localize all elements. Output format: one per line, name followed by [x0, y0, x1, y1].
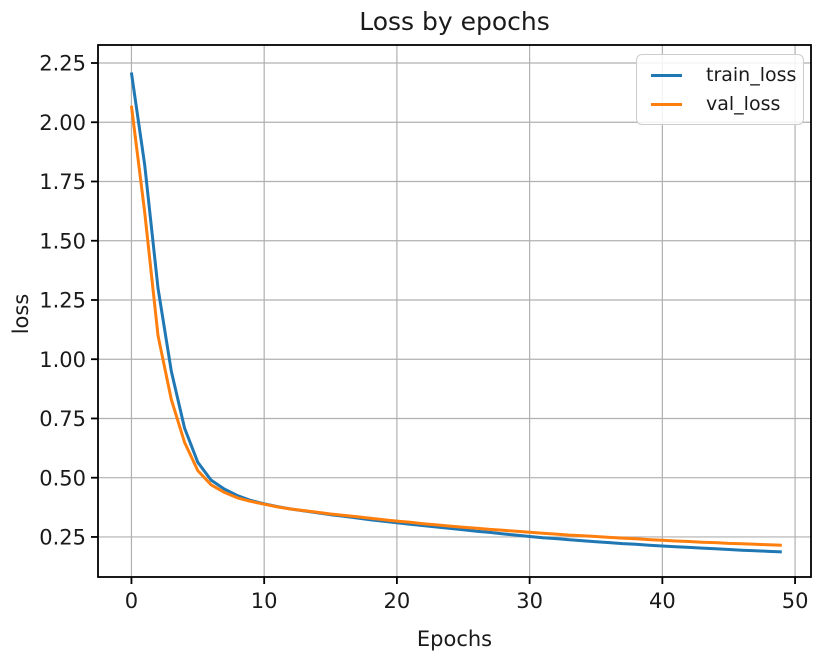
- legend: train_loss val_loss: [636, 54, 804, 125]
- svg-text:2.00: 2.00: [39, 111, 86, 135]
- svg-text:0.75: 0.75: [39, 407, 86, 431]
- chart-title: Loss by epochs: [359, 7, 550, 36]
- train-loss-line-swatch: [651, 73, 682, 77]
- legend-item-val-loss: val_loss: [651, 93, 789, 115]
- svg-text:0: 0: [125, 589, 138, 613]
- legend-label-val-loss: val_loss: [706, 93, 781, 115]
- svg-text:1.75: 1.75: [39, 170, 86, 194]
- svg-text:30: 30: [516, 589, 543, 613]
- svg-text:50: 50: [782, 589, 809, 613]
- svg-text:0.25: 0.25: [39, 526, 86, 550]
- svg-text:40: 40: [649, 589, 676, 613]
- x-axis-label: Epochs: [416, 627, 493, 651]
- val-loss-line-swatch: [651, 102, 682, 106]
- svg-text:1.25: 1.25: [39, 289, 86, 313]
- svg-text:10: 10: [251, 589, 278, 613]
- legend-item-train-loss: train_loss: [651, 64, 796, 86]
- svg-text:0.50: 0.50: [39, 466, 86, 490]
- svg-text:1.00: 1.00: [39, 348, 86, 372]
- svg-text:2.25: 2.25: [39, 52, 86, 76]
- svg-text:1.50: 1.50: [39, 229, 86, 253]
- svg-text:20: 20: [384, 589, 411, 613]
- legend-label-train-loss: train_loss: [706, 64, 797, 86]
